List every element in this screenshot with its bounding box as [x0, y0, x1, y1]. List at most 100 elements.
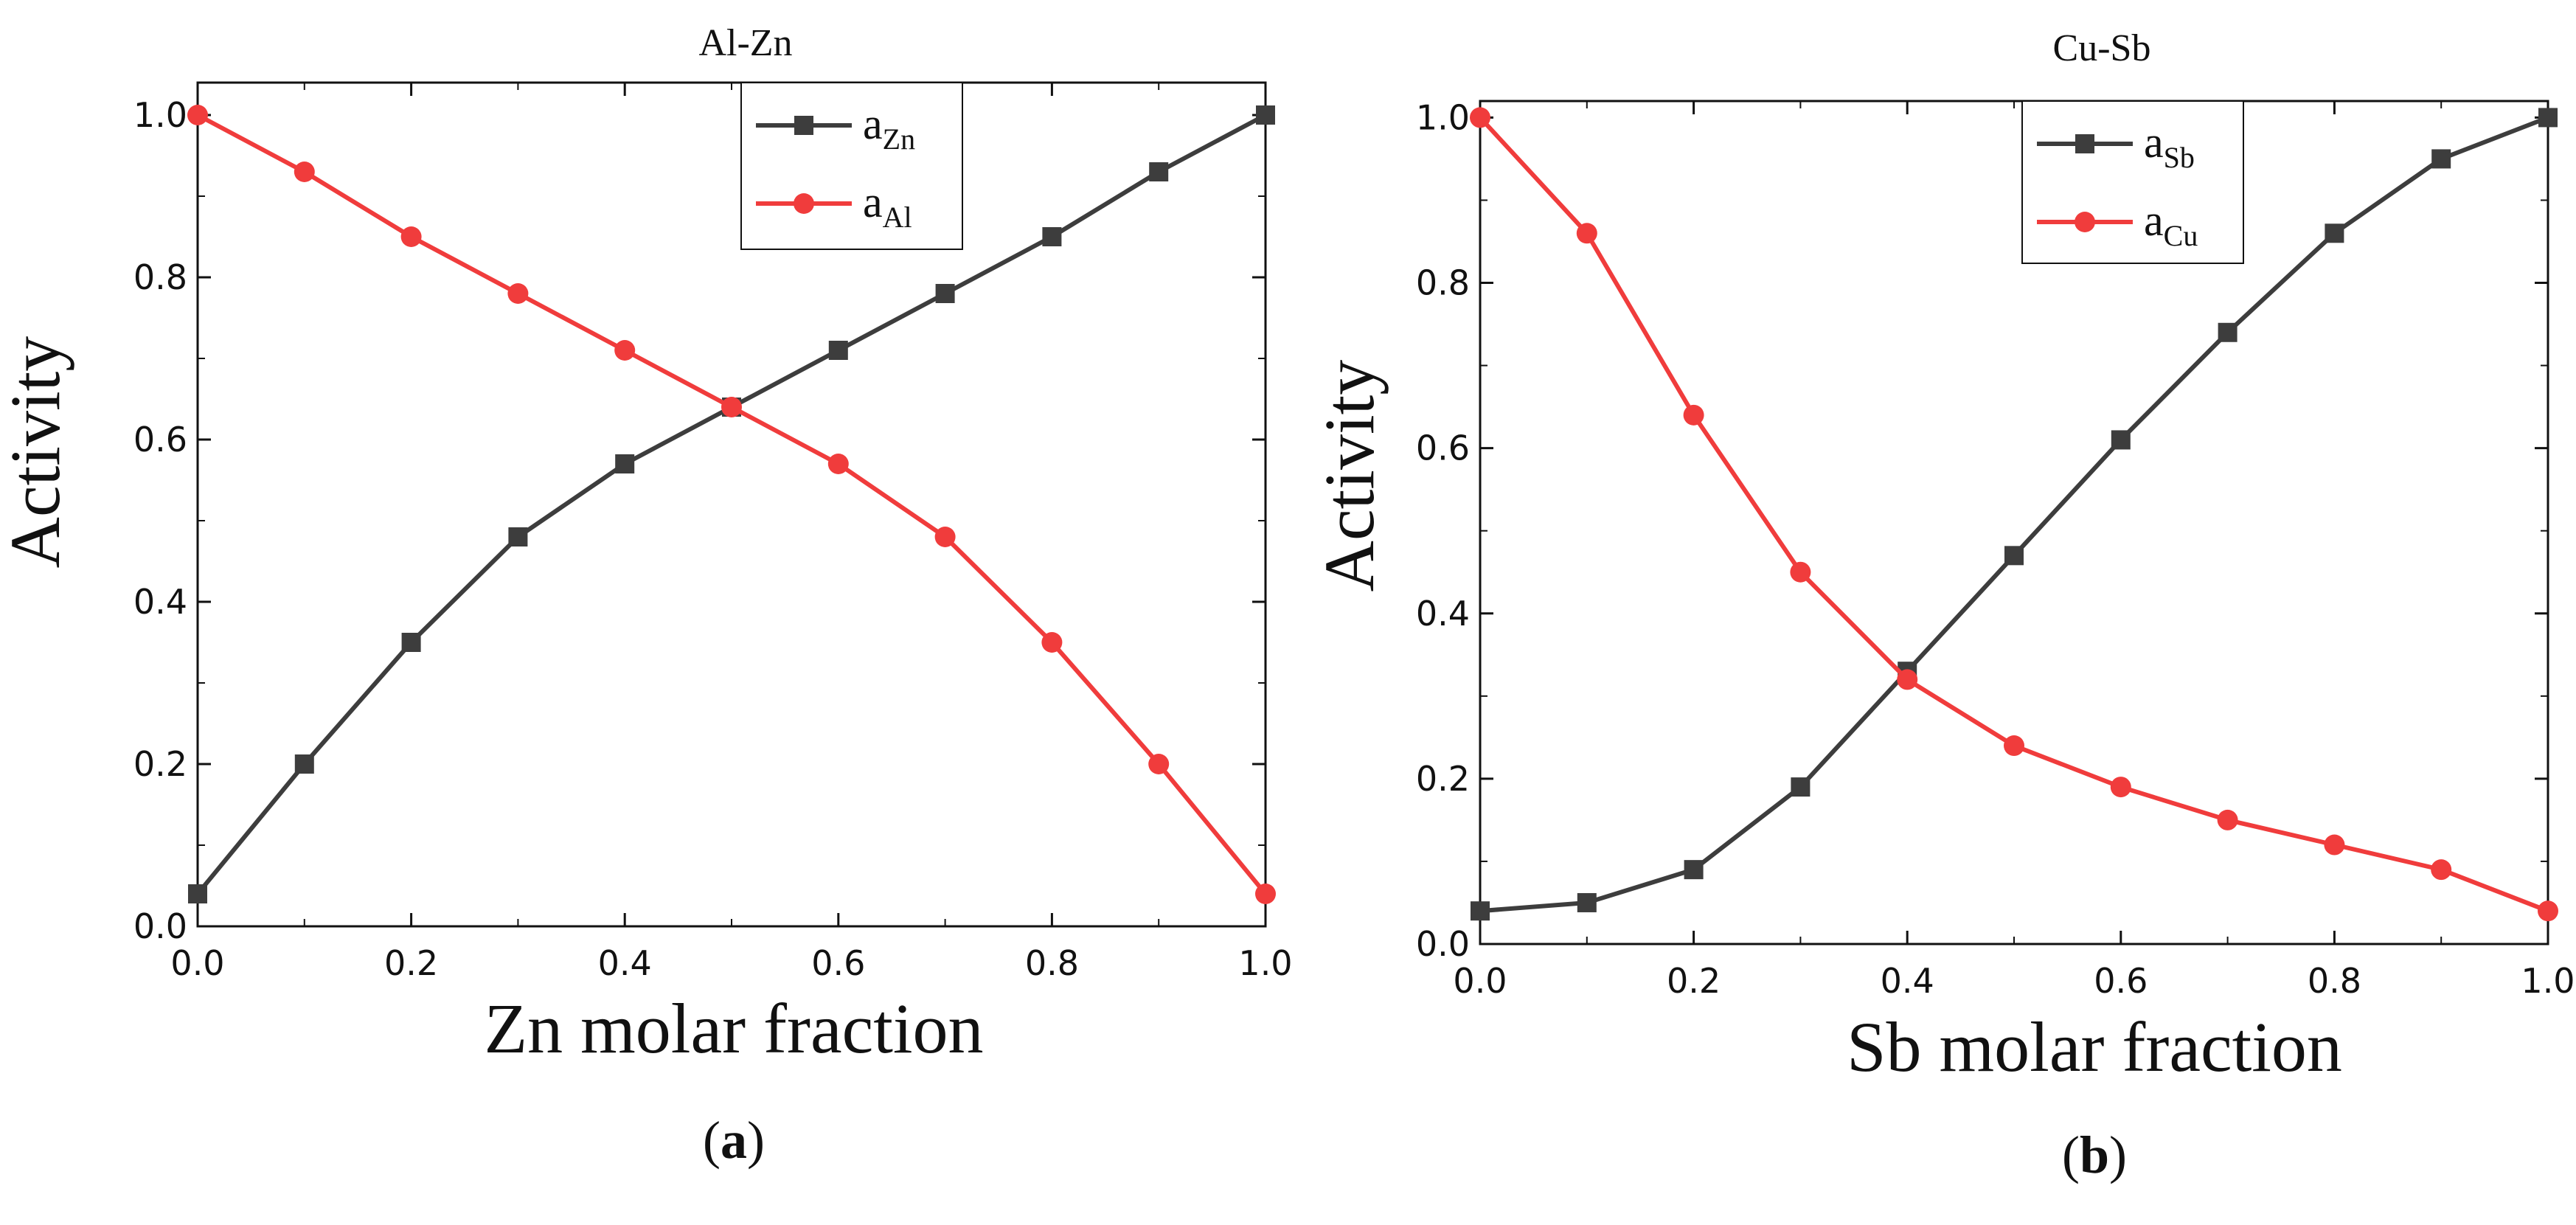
panel-a-caption-open: ( — [703, 1111, 721, 1170]
panel-b-plot-frame — [1479, 100, 2549, 945]
panel-b-caption-letter: b — [2080, 1125, 2109, 1184]
point-a-al-2 — [400, 226, 422, 247]
x-tick-label-b-4: 0.8 — [2308, 961, 2361, 1001]
panel-b: Cu-Sb 0.0 0.2 0.4 0.6 0.8 1.0 0.0 0.2 0.4 0.6 0.8 1… — [1310, 27, 2575, 1184]
point-b-cu-8 — [2324, 834, 2345, 856]
panel-a-caption-close: ) — [747, 1111, 765, 1170]
panel-b-caption: (b) — [2062, 1125, 2127, 1184]
point-b-cu-5 — [2004, 735, 2024, 757]
panel-a-legend-box — [740, 82, 963, 250]
x-tick-label-a-5: 1.0 — [1238, 943, 1292, 983]
point-a-zn-9 — [1149, 162, 1169, 181]
point-b-cu-9 — [2431, 859, 2452, 881]
point-b-cu-2 — [1683, 404, 1704, 426]
x-tick-label-a-0: 0.0 — [170, 943, 224, 983]
y-tick-label-a-0: 0.0 — [133, 906, 187, 946]
point-a-zn-2 — [401, 633, 421, 652]
x-tick-label-a-3: 0.6 — [811, 943, 865, 983]
x-tick-label-a-2: 0.4 — [598, 943, 652, 983]
legend-label-a-al-main: a — [863, 178, 883, 226]
point-b-sb-3 — [1791, 777, 1811, 797]
legend-label-a-al-sub: Al — [883, 201, 912, 234]
y-tick-label-b-0: 0.0 — [1416, 924, 1470, 964]
point-a-zn-10 — [1256, 105, 1275, 125]
panel-a-x-axis-label: Zn molar fraction — [484, 989, 983, 1068]
point-a-al-4 — [614, 340, 636, 361]
legend-marker-b-sb — [2075, 134, 2094, 153]
point-a-zn-0 — [188, 884, 207, 903]
panel-a-plot-frame — [196, 81, 1267, 928]
point-a-al-8 — [1041, 632, 1063, 653]
y-tick-label-a-3: 0.6 — [133, 420, 187, 459]
point-a-zn-4 — [615, 454, 635, 473]
series-line-b-cu — [1478, 116, 2549, 913]
y-tick-label-a-1: 0.2 — [133, 744, 187, 784]
panel-a-title: Al-Zn — [698, 22, 792, 64]
panel-a-series — [187, 105, 1276, 904]
point-a-al-9 — [1148, 754, 1170, 774]
point-b-sb-5 — [2004, 546, 2024, 566]
panel-b-axes: 0.0 0.2 0.4 0.6 0.8 1.0 0.0 0.2 0.4 0.6 0.8 1.0 — [1416, 97, 2575, 1001]
y-tick-label-b-1: 0.2 — [1416, 759, 1470, 799]
panel-b-legend-box — [2021, 100, 2244, 264]
x-tick-label-b-5: 1.0 — [2521, 961, 2575, 1001]
series-line-a-al — [196, 113, 1268, 895]
panel-b-series — [1470, 107, 2558, 922]
legend-label-b-cu-main: a — [2144, 196, 2164, 245]
point-b-sb-10 — [2538, 108, 2558, 128]
point-b-cu-7 — [2217, 809, 2238, 830]
x-tick-label-b-1: 0.2 — [1667, 961, 1721, 1001]
panel-a-caption: (a) — [703, 1111, 765, 1170]
point-a-al-6 — [827, 454, 849, 474]
legend-label-a-al: aAl — [863, 178, 912, 234]
panel-b-title: Cu-Sb — [2053, 27, 2151, 69]
panel-a-axes: 0.0 0.2 0.4 0.6 0.8 1.0 0.0 0.2 0.4 0.6 0.8 1.0 — [133, 83, 1293, 983]
point-b-sb-7 — [2218, 322, 2237, 342]
legend-label-a-zn-sub: Zn — [883, 122, 915, 156]
y-tick-label-b-2: 0.4 — [1416, 594, 1470, 634]
panel-b-x-axis-label: Sb molar fraction — [1847, 1007, 2342, 1086]
point-a-al-1 — [294, 162, 315, 182]
legend-label-a-zn-main: a — [863, 100, 883, 148]
panel-a-caption-letter: a — [721, 1111, 747, 1170]
legend-label-a-zn: aZn — [863, 100, 915, 156]
legend-marker-a-al — [794, 193, 814, 214]
point-a-zn-6 — [828, 341, 848, 360]
y-tick-label-b-4: 0.8 — [1416, 263, 1470, 303]
x-tick-label-b-2: 0.4 — [1881, 961, 1934, 1001]
point-a-al-5 — [721, 397, 742, 417]
point-b-sb-8 — [2325, 223, 2344, 243]
panel-b-y-axis-label: Activity — [1310, 360, 1389, 592]
point-b-cu-3 — [1790, 561, 1811, 583]
panel-a-legend-marks — [756, 116, 852, 214]
panel-a-legend: aZn aAl — [740, 82, 963, 250]
series-line-a-zn — [195, 113, 1267, 895]
y-tick-label-b-5: 1.0 — [1416, 97, 1470, 137]
y-tick-label-a-4: 0.8 — [133, 257, 187, 297]
legend-label-b-sb-main: a — [2144, 118, 2164, 167]
point-b-cu-4 — [1897, 669, 1918, 690]
legend-label-b-sb-sub: Sb — [2164, 141, 2195, 174]
point-b-sb-0 — [1471, 901, 1490, 921]
point-b-cu-0 — [1470, 107, 1490, 128]
y-tick-label-a-5: 1.0 — [133, 95, 187, 135]
panel-b-legend: aSb aCu — [2021, 100, 2244, 264]
legend-marker-a-zn — [794, 116, 813, 135]
panel-b-legend-marks — [2037, 134, 2133, 232]
point-b-cu-10 — [2538, 900, 2558, 922]
x-tick-label-b-0: 0.0 — [1453, 961, 1507, 1001]
panel-a-y-axis-label: Activity — [0, 336, 74, 569]
point-a-al-0 — [187, 105, 208, 125]
point-a-al-7 — [934, 527, 956, 547]
point-a-zn-8 — [1042, 227, 1062, 246]
x-tick-label-a-1: 0.2 — [384, 943, 438, 983]
panel-b-caption-open: ( — [2062, 1125, 2080, 1184]
panel-a: Al-Zn 0.0 0.2 0.4 0.6 0.8 1.0 0.0 0.2 0.4 0.6 0.8 1… — [0, 22, 1293, 1170]
point-a-zn-3 — [508, 527, 528, 546]
point-b-cu-1 — [1576, 223, 1597, 244]
x-tick-label-b-3: 0.6 — [2094, 961, 2148, 1001]
point-a-zn-7 — [935, 284, 955, 303]
point-a-al-10 — [1255, 884, 1276, 904]
point-b-sb-6 — [2111, 430, 2131, 450]
